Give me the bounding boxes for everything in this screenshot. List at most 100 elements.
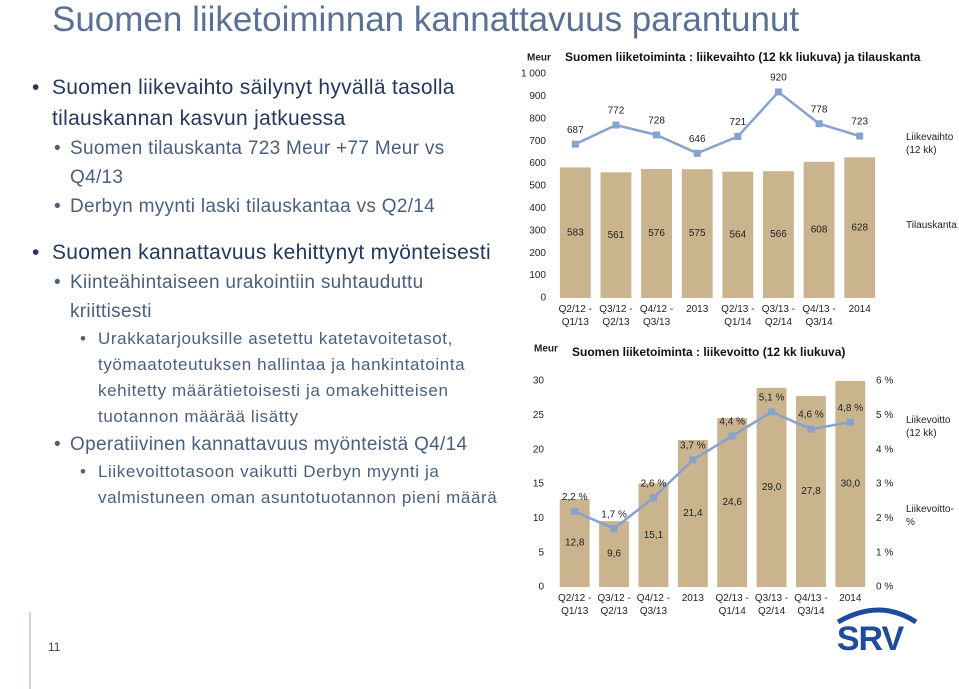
value-label: 687: [567, 125, 584, 136]
line-marker: [693, 149, 701, 157]
y-tick-label: 0: [538, 582, 544, 593]
chart-title: Suomen liiketoiminta : liikevaihto (12 k…: [565, 50, 921, 64]
legend-entry: Liikevoitto (12 kk): [906, 415, 951, 439]
bar: [835, 381, 866, 587]
value-label: 4,8 %: [838, 403, 864, 414]
line-marker: [610, 525, 618, 533]
value-label: 564: [729, 229, 746, 240]
y2-tick-label: 2 %: [876, 513, 893, 524]
value-label: 575: [689, 228, 706, 239]
line-marker: [728, 432, 736, 440]
value-label: 778: [811, 104, 828, 115]
x-tick-label: Q2/12 - Q1/13: [558, 304, 592, 328]
legend-entry: Liikevoitto-%: [906, 504, 954, 528]
y-tick-label: 10: [533, 513, 545, 524]
x-tick-label: Q2/12 - Q1/13: [558, 593, 592, 617]
bullet-level-0: Suomen liikevaihto säilynyt hyvällä taso…: [32, 72, 503, 134]
line-marker: [689, 456, 697, 464]
y-tick-label: 100: [529, 270, 546, 281]
value-label: 4,4 %: [719, 417, 745, 428]
bullet-level-1: Suomen tilauskanta 723 Meur +77 Meur vs …: [38, 134, 503, 192]
y-tick-label: 500: [529, 181, 546, 192]
logo: SRV: [837, 620, 905, 658]
bullet-level-1: Derbyn myynti laski tilauskantaa vs Q2/1…: [38, 192, 503, 221]
y-tick-label: 1 000: [521, 69, 546, 80]
value-label: 21,4: [683, 508, 703, 519]
y-tick-label: 25: [533, 410, 545, 421]
x-tick-label: Q4/13 - Q3/14: [794, 593, 828, 617]
x-tick-label: 2014: [839, 593, 862, 604]
value-label: 646: [689, 134, 706, 145]
bar: [559, 167, 591, 298]
value-label: 608: [811, 225, 828, 236]
line-marker: [807, 425, 815, 433]
y-tick-label: 700: [529, 136, 546, 147]
bar: [803, 161, 835, 298]
y2-tick-label: 4 %: [876, 444, 893, 455]
line-marker: [774, 88, 782, 96]
value-label: 15,1: [644, 530, 664, 541]
line-marker: [649, 494, 657, 502]
y-tick-label: 15: [533, 479, 545, 490]
line: [574, 90, 861, 155]
x-tick-label: Q2/13 - Q1/14: [715, 593, 749, 617]
y2-tick-label: 1 %: [876, 547, 893, 558]
x-tick-label: 2014: [848, 304, 871, 315]
value-label: 920: [770, 73, 787, 84]
legend-entry: Tilauskanta: [906, 220, 957, 231]
x-tick-label: Q3/13 - Q2/14: [754, 593, 789, 617]
y-tick-label: 5: [538, 547, 544, 558]
x-tick-label: Q2/13 - Q1/14: [721, 304, 755, 328]
axis-unit: Meur: [527, 53, 551, 64]
value-label: 2,2 %: [562, 492, 588, 503]
y-tick-label: 200: [529, 248, 546, 259]
y2-tick-label: 3 %: [876, 479, 893, 490]
bullet-level-0: Suomen kannattavuus kehittynyt myönteise…: [32, 237, 503, 268]
x-tick-label: Q4/12 - Q3/13: [636, 593, 671, 617]
page-number: 11: [48, 640, 61, 654]
value-label: 2,6 %: [641, 478, 667, 489]
bullet-list: Suomen liikevaihto säilynyt hyvällä taso…: [32, 72, 503, 511]
chart-title: Suomen liiketoiminta : liikevoitto (12 k…: [572, 345, 845, 359]
value-label: 3,7 %: [680, 441, 706, 452]
x-tick-label: Q4/12 - Q3/13: [639, 304, 674, 328]
legend-entry: Liikevaihto (12 kk): [906, 132, 954, 156]
value-label: 772: [608, 106, 625, 117]
line-marker: [571, 140, 579, 148]
y-tick-label: 400: [529, 203, 546, 214]
y-tick-label: 300: [529, 225, 546, 236]
bullet-level-1: Operatiivinen kannattavuus myönteistä Q4…: [38, 430, 503, 459]
value-label: 30,0: [841, 479, 861, 490]
value-label: 1,7 %: [601, 509, 627, 520]
value-label: 9,6: [607, 549, 621, 560]
line-marker: [734, 132, 742, 140]
line-marker: [612, 121, 620, 129]
bullet-level-1: Kiinteähintaiseen urakointiin suhtaudutt…: [38, 268, 503, 326]
value-label: 24,6: [722, 497, 742, 508]
bar: [681, 169, 713, 298]
axis-unit: Meur: [534, 344, 558, 355]
y-tick-label: 30: [533, 376, 545, 387]
line-marker: [768, 408, 776, 416]
slide-title: Suomen liiketoiminnan kannattavuus paran…: [52, 0, 800, 39]
logo-arc: [836, 607, 918, 625]
x-tick-label: Q3/13 - Q2/14: [761, 304, 796, 328]
y2-tick-label: 5 %: [876, 410, 893, 421]
bar: [717, 418, 748, 587]
value-label: 27,8: [801, 486, 821, 497]
x-tick-label: Q3/12 - Q2/13: [597, 593, 631, 617]
line-marker: [815, 120, 823, 128]
y-tick-label: 20: [533, 444, 545, 455]
bar: [756, 387, 787, 587]
bullet-level-2: Urakkatarjouksille asetettu katetavoitet…: [38, 326, 503, 430]
value-label: 723: [851, 117, 868, 128]
value-label: 561: [608, 230, 625, 241]
bar: [677, 440, 708, 587]
line: [574, 410, 851, 531]
line-marker: [856, 132, 864, 140]
x-tick-label: 2013: [681, 593, 704, 604]
line-marker: [571, 507, 579, 515]
bar: [641, 168, 672, 298]
